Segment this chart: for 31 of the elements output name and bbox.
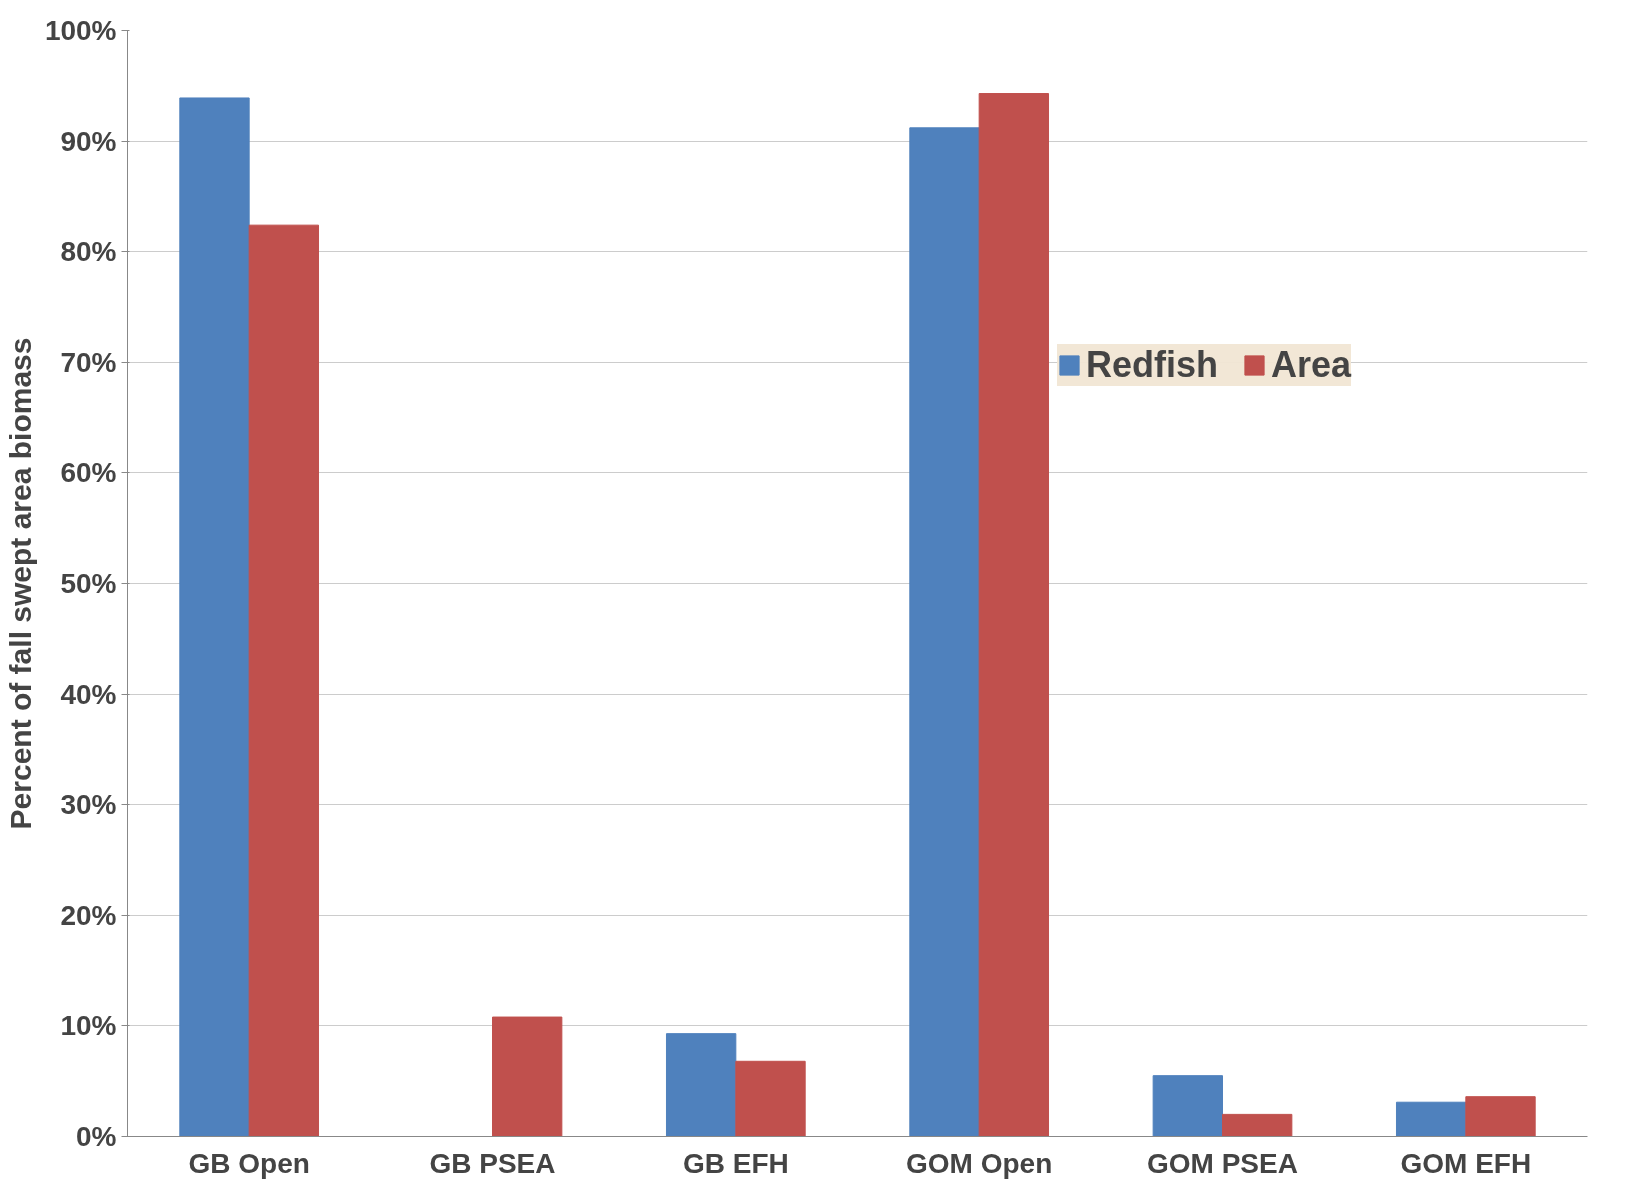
y-tick-label: 40%: [60, 678, 117, 710]
bar: [492, 1016, 563, 1137]
bar: [735, 1060, 806, 1137]
y-tick-label: 70%: [60, 346, 117, 378]
bar: [978, 93, 1050, 1137]
bar: [1222, 1113, 1293, 1137]
y-axis-title: Percent of fall swept area biomass: [3, 337, 37, 830]
legend-label: Redfish: [1086, 344, 1219, 386]
y-tick-label: 10%: [60, 1010, 117, 1042]
x-tick-label: GOM EFH: [1400, 1147, 1532, 1179]
x-tick-label: GB PSEA: [429, 1147, 556, 1179]
bar: [179, 97, 250, 1137]
legend-label: Area: [1271, 344, 1352, 386]
bar: [1465, 1096, 1536, 1137]
y-tick-label: 0%: [76, 1121, 117, 1152]
bar: [909, 127, 980, 1137]
y-tick-label: 90%: [60, 125, 117, 157]
x-tick-label: GOM PSEA: [1147, 1147, 1298, 1179]
x-tick-label: GB EFH: [682, 1147, 789, 1179]
x-tick-label: GOM Open: [906, 1147, 1053, 1179]
bar: [1152, 1075, 1223, 1137]
bar: [1395, 1101, 1467, 1137]
y-tick-label: 50%: [60, 568, 117, 599]
y-tick-label: 100%: [44, 15, 117, 46]
x-tick-label: GB Open: [188, 1147, 310, 1179]
bar: [665, 1033, 737, 1137]
y-tick-label: 30%: [60, 789, 117, 821]
y-tick-label: 60%: [60, 457, 117, 489]
y-tick-label: 80%: [60, 236, 117, 268]
y-tick-label: 20%: [60, 899, 117, 931]
bar: [248, 224, 320, 1137]
